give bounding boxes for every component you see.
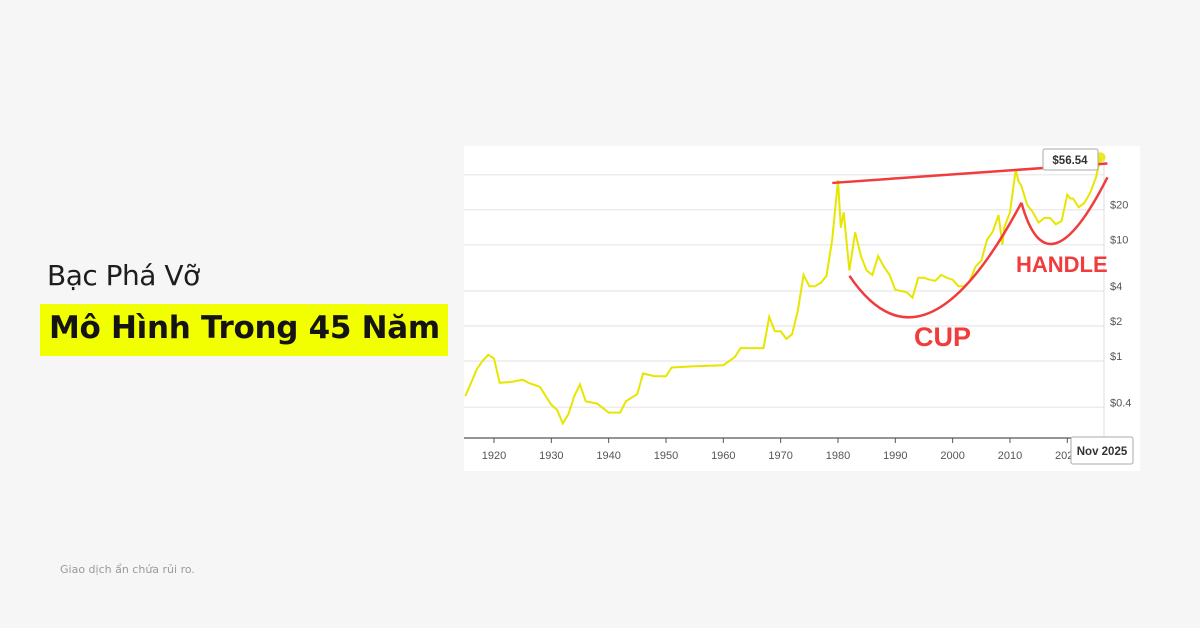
handle-label: HANDLE xyxy=(1016,252,1108,277)
cup-label: CUP xyxy=(914,322,971,352)
title-highlight: Mô Hình Trong 45 Năm xyxy=(40,304,448,356)
silver-price-chart: 1920 1930 1940 1950 1960 1970 1980 1990 2000 2010… xyxy=(464,146,1140,471)
x-tick-label: 1980 xyxy=(826,450,850,462)
page-title: Mô Hình Trong 45 Năm xyxy=(49,310,440,346)
date-tooltip xyxy=(1070,436,1134,465)
price-line xyxy=(464,157,1102,426)
x-tick-label: 1990 xyxy=(883,450,907,462)
y-tick-label: $20 xyxy=(1110,200,1128,212)
y-tick-label: $4 xyxy=(1110,281,1122,293)
x-tick-label: 1930 xyxy=(539,450,563,462)
y-tick-label: $2 xyxy=(1110,316,1122,328)
x-tick-label: 1970 xyxy=(768,450,792,462)
x-tick-label: 1950 xyxy=(654,450,678,462)
handle-curve xyxy=(1020,176,1109,246)
x-tick-label: 2000 xyxy=(940,450,964,462)
date-tooltip-label: Nov 2025 xyxy=(1077,446,1128,458)
cup-curve xyxy=(848,202,1023,319)
subtitle: Bạc Phá Vỡ xyxy=(47,259,200,292)
disclaimer: Giao dịch ẩn chứa rủi ro. xyxy=(60,563,195,576)
price-tooltip xyxy=(1042,148,1099,171)
x-tick-label: 2010 xyxy=(998,450,1022,462)
x-tick-label: 1920 xyxy=(482,450,506,462)
x-tick-label: 1960 xyxy=(711,450,735,462)
price-tooltip-label: $56.54 xyxy=(1052,155,1088,167)
x-tick-label: 1940 xyxy=(596,450,620,462)
y-tick-label: $0.4 xyxy=(1110,397,1131,409)
y-tick-label: $10 xyxy=(1110,235,1128,247)
y-tick-label: $1 xyxy=(1110,351,1122,363)
chart-svg: 1920 1930 1940 1950 1960 1970 1980 1990 2000 2010… xyxy=(464,148,1134,465)
